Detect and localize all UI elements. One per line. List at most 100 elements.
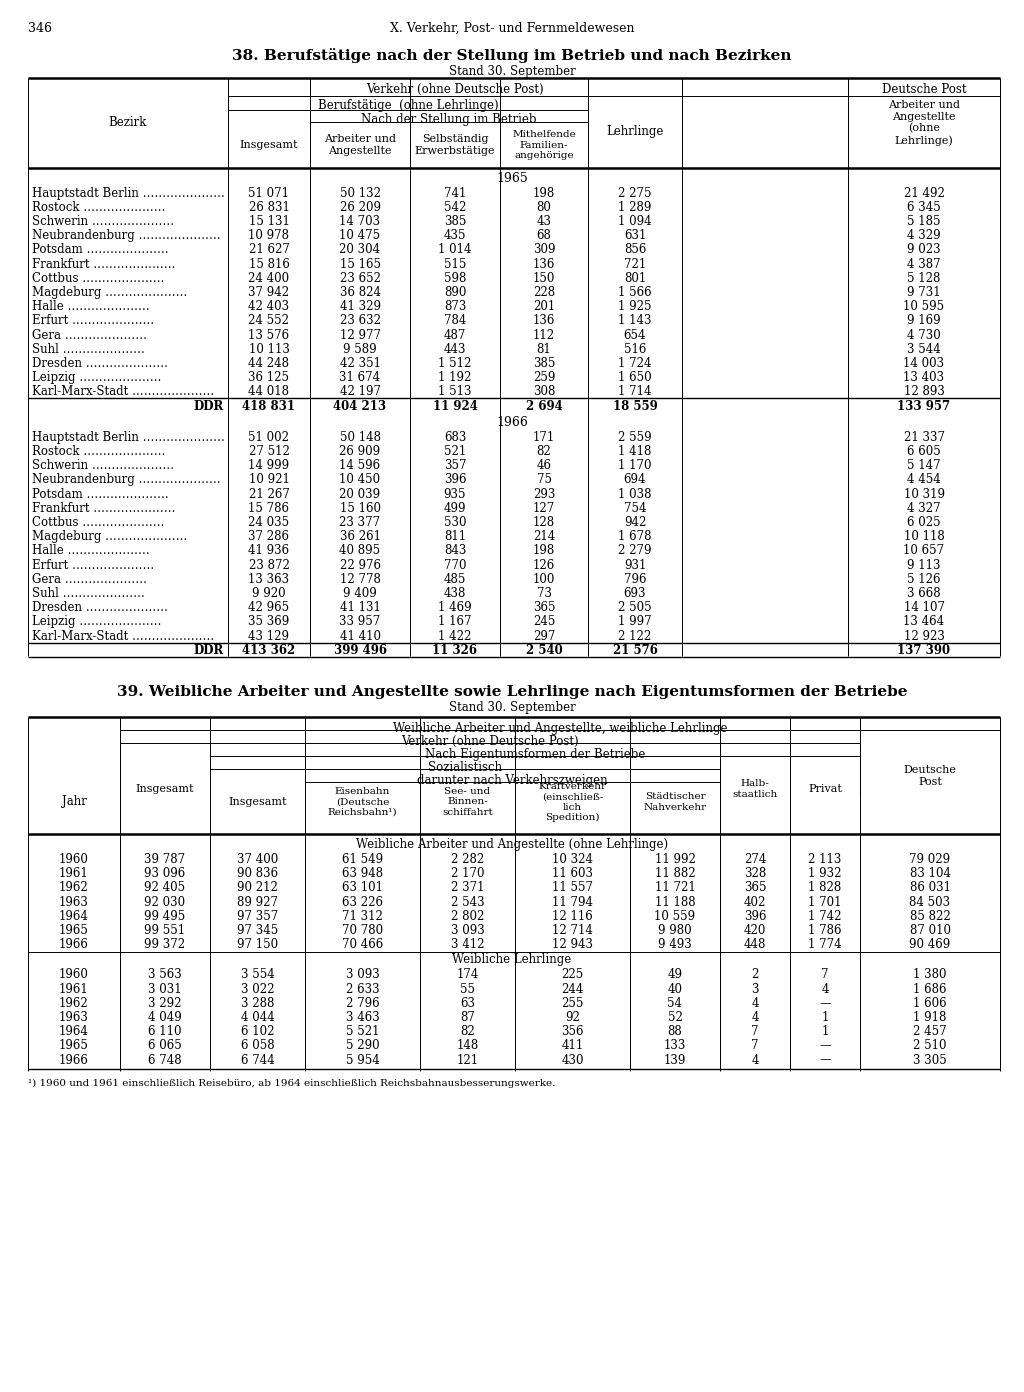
Text: Hauptstadt Berlin …………………: Hauptstadt Berlin ………………… [32, 187, 225, 199]
Text: 404 213: 404 213 [334, 400, 387, 412]
Text: 598: 598 [443, 271, 466, 285]
Text: 6 744: 6 744 [241, 1054, 274, 1066]
Text: 1 513: 1 513 [438, 386, 472, 398]
Text: 93 096: 93 096 [144, 867, 185, 880]
Text: 6 605: 6 605 [907, 445, 941, 458]
Text: 38. Berufstätige nach der Stellung im Betrieb und nach Bezirken: 38. Berufstätige nach der Stellung im Be… [232, 47, 792, 63]
Text: 5 954: 5 954 [346, 1054, 379, 1066]
Text: Städtischer
Nahverkehr: Städtischer Nahverkehr [643, 792, 707, 812]
Text: 4 730: 4 730 [907, 329, 941, 341]
Text: 21 627: 21 627 [249, 244, 290, 256]
Text: 11 326: 11 326 [432, 644, 477, 657]
Text: 14 107: 14 107 [903, 601, 944, 614]
Text: Nach der Stellung im Betrieb: Nach der Stellung im Betrieb [361, 113, 537, 127]
Text: 9 023: 9 023 [907, 244, 941, 256]
Text: 10 978: 10 978 [249, 230, 290, 242]
Text: 413 362: 413 362 [243, 644, 296, 657]
Text: 1965: 1965 [59, 924, 89, 937]
Text: 1 289: 1 289 [618, 200, 651, 214]
Text: 5 185: 5 185 [907, 214, 941, 228]
Text: 50 148: 50 148 [340, 430, 381, 444]
Text: 438: 438 [443, 587, 466, 600]
Text: 3 563: 3 563 [148, 969, 182, 981]
Text: 171: 171 [532, 430, 555, 444]
Text: 10 324: 10 324 [552, 853, 593, 866]
Text: 41 329: 41 329 [340, 301, 381, 313]
Text: 51 071: 51 071 [249, 187, 290, 199]
Text: Dresden …………………: Dresden ………………… [32, 356, 168, 370]
Text: 79 029: 79 029 [909, 853, 950, 866]
Text: 82: 82 [460, 1025, 475, 1038]
Text: Leipzig …………………: Leipzig ………………… [32, 372, 162, 384]
Text: 198: 198 [532, 187, 555, 199]
Text: 97 357: 97 357 [237, 910, 279, 923]
Text: 22 976: 22 976 [340, 558, 381, 572]
Text: Magdeburg …………………: Magdeburg ………………… [32, 285, 187, 299]
Text: 31 674: 31 674 [339, 372, 381, 384]
Text: 15 786: 15 786 [249, 501, 290, 515]
Text: Selbständig
Erwerbstätige: Selbständig Erwerbstätige [415, 134, 496, 156]
Text: 24 035: 24 035 [249, 516, 290, 529]
Text: 1 566: 1 566 [618, 285, 652, 299]
Text: 255: 255 [561, 997, 584, 1009]
Text: 309: 309 [532, 244, 555, 256]
Text: Cottbus …………………: Cottbus ………………… [32, 516, 165, 529]
Text: Gera …………………: Gera ………………… [32, 572, 147, 586]
Text: 63 101: 63 101 [342, 881, 383, 895]
Text: 1963: 1963 [59, 895, 89, 909]
Text: 228: 228 [532, 285, 555, 299]
Text: Neubrandenburg …………………: Neubrandenburg ………………… [32, 230, 221, 242]
Text: 92: 92 [565, 1011, 580, 1025]
Text: 89 927: 89 927 [237, 895, 278, 909]
Text: —: — [819, 997, 830, 1009]
Text: 1 786: 1 786 [808, 924, 842, 937]
Text: 801: 801 [624, 271, 646, 285]
Text: 631: 631 [624, 230, 646, 242]
Text: 1 932: 1 932 [808, 867, 842, 880]
Text: 1966: 1966 [496, 416, 528, 429]
Text: 10 113: 10 113 [249, 342, 290, 356]
Text: 1966: 1966 [59, 938, 89, 951]
Text: 36 261: 36 261 [340, 530, 381, 543]
Text: 3 544: 3 544 [907, 342, 941, 356]
Text: 2 559: 2 559 [618, 430, 652, 444]
Text: 21 576: 21 576 [612, 644, 657, 657]
Text: 1 742: 1 742 [808, 910, 842, 923]
Text: 97 345: 97 345 [237, 924, 279, 937]
Text: 1 714: 1 714 [618, 386, 651, 398]
Text: 6 748: 6 748 [148, 1054, 182, 1066]
Text: Weibliche Arbeiter und Angestellte, weibliche Lehrlinge: Weibliche Arbeiter und Angestellte, weib… [393, 722, 727, 735]
Text: 12 778: 12 778 [340, 572, 381, 586]
Text: 411: 411 [561, 1040, 584, 1052]
Text: 942: 942 [624, 516, 646, 529]
Text: 365: 365 [743, 881, 766, 895]
Text: 11 557: 11 557 [552, 881, 593, 895]
Text: 82: 82 [537, 445, 551, 458]
Text: Leipzig …………………: Leipzig ………………… [32, 615, 162, 628]
Text: Insgesamt: Insgesamt [240, 141, 298, 150]
Text: 5 147: 5 147 [907, 459, 941, 472]
Text: 499: 499 [443, 501, 466, 515]
Text: 12 893: 12 893 [903, 386, 944, 398]
Text: 1 828: 1 828 [808, 881, 842, 895]
Text: 39. Weibliche Arbeiter und Angestellte sowie Lehrlinge nach Eigentumsformen der : 39. Weibliche Arbeiter und Angestellte s… [117, 685, 907, 699]
Text: 63 948: 63 948 [342, 867, 383, 880]
Text: 443: 443 [443, 342, 466, 356]
Text: 90 469: 90 469 [909, 938, 950, 951]
Text: 12 977: 12 977 [340, 329, 381, 341]
Text: 61 549: 61 549 [342, 853, 383, 866]
Text: 3 668: 3 668 [907, 587, 941, 600]
Text: 41 936: 41 936 [249, 544, 290, 557]
Text: 73: 73 [537, 587, 552, 600]
Text: 44 018: 44 018 [249, 386, 290, 398]
Text: 71 312: 71 312 [342, 910, 383, 923]
Text: 1 724: 1 724 [618, 356, 651, 370]
Text: Rostock …………………: Rostock ………………… [32, 200, 166, 214]
Text: 75: 75 [537, 473, 552, 486]
Text: darunter nach Verkehrszweigen: darunter nach Verkehrszweigen [417, 774, 608, 788]
Text: Verkehr (ohne Deutsche Post): Verkehr (ohne Deutsche Post) [367, 84, 544, 96]
Text: Suhl …………………: Suhl ………………… [32, 342, 144, 356]
Text: 15 160: 15 160 [340, 501, 381, 515]
Text: Frankfurt …………………: Frankfurt ………………… [32, 501, 175, 515]
Text: 10 450: 10 450 [339, 473, 381, 486]
